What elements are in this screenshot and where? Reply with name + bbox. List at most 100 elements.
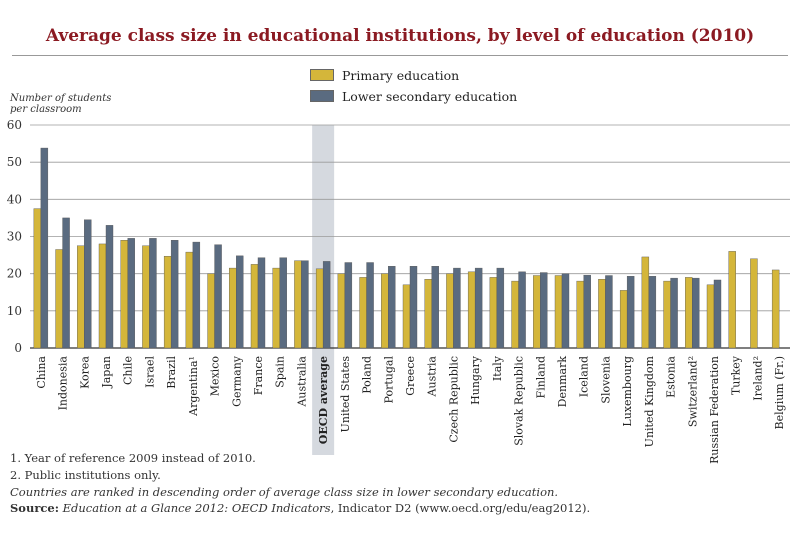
legend-item-secondary: Lower secondary education: [310, 88, 518, 104]
bar-primary: [98, 243, 107, 349]
x-tick-label: Korea: [78, 356, 91, 389]
bar-primary: [402, 284, 411, 349]
footnote-sorting: Countries are ranked in descending order…: [10, 485, 559, 499]
x-tick-label: Austria: [426, 356, 439, 398]
bar-secondary: [605, 275, 613, 349]
legend-swatch-secondary: [310, 90, 334, 102]
bar-primary: [424, 279, 432, 349]
bar-primary: [315, 268, 324, 349]
chart-title: Average class size in educational instit…: [45, 26, 755, 46]
x-tick-label: Slovenia: [599, 356, 612, 404]
bar-primary: [511, 280, 519, 349]
x-tick-label: Argentina¹: [187, 356, 200, 417]
footnote-1: 1. Year of reference 2009 instead of 201…: [10, 451, 256, 465]
legend-label-primary: Primary education: [342, 67, 460, 83]
x-tick-label: Greece: [404, 356, 417, 396]
bar-secondary: [409, 266, 418, 349]
bar-secondary: [692, 277, 700, 349]
bar-primary: [750, 258, 758, 349]
bar-secondary: [713, 279, 722, 349]
bar-secondary: [236, 255, 244, 349]
x-tick-label: Germany: [230, 355, 243, 407]
x-tick-label: France: [252, 356, 265, 395]
bar-secondary: [670, 277, 678, 349]
y-tick-label-10: 10: [7, 304, 22, 318]
bar-primary: [533, 275, 541, 349]
bar-secondary: [40, 147, 49, 349]
bar-primary: [728, 251, 736, 349]
x-tick-label: Poland: [361, 356, 374, 394]
x-tick-label: China: [35, 356, 48, 389]
x-tick-label: United Kingdom: [643, 355, 656, 447]
y-axis-label-line1: Number of students: [10, 93, 112, 104]
x-tick-label: Estonia: [665, 356, 678, 398]
bar-primary: [685, 277, 693, 349]
source-label: Source:: [10, 501, 59, 515]
bar-secondary: [648, 276, 657, 349]
y-axis-label: Number of students per classroom: [10, 93, 130, 115]
bar-secondary: [127, 238, 135, 349]
x-tick-label: United States: [339, 356, 352, 433]
x-tick-label: Hungary: [469, 355, 482, 405]
bar-secondary: [540, 272, 548, 349]
x-tick-label: Brazil: [165, 356, 178, 389]
x-tick-label: Portugal: [382, 356, 395, 404]
bar-secondary: [561, 273, 570, 349]
bar-primary: [77, 245, 85, 349]
bar-primary: [359, 277, 367, 349]
x-tick-label: Slovak Republic: [513, 356, 526, 446]
bar-primary: [207, 273, 215, 349]
bar-secondary: [496, 267, 505, 349]
x-tick-label: Italy: [491, 355, 504, 381]
bar-primary: [337, 273, 346, 349]
bar-primary: [446, 273, 454, 349]
x-tick-label: OECD average: [317, 356, 330, 444]
bar-primary: [467, 271, 476, 349]
bar-primary: [142, 245, 150, 349]
x-tick-label: Denmark: [556, 356, 569, 408]
bar-primary: [489, 277, 498, 349]
bar-primary: [598, 279, 606, 349]
bar-primary: [641, 256, 650, 349]
bar-secondary: [84, 219, 92, 349]
y-tick-label-30: 30: [7, 230, 22, 244]
x-tick-label: Belgium (Fr.): [773, 356, 786, 429]
x-tick-label: Turkey: [730, 355, 743, 395]
source-publication: Education at a Glance 2012: OECD Indicat…: [62, 501, 331, 515]
x-tick-label: Czech Republic: [447, 356, 460, 443]
y-tick-label-60: 60: [7, 118, 22, 132]
x-tick-label: Ireland²: [751, 356, 764, 401]
y-tick-label-40: 40: [7, 192, 22, 206]
bar-secondary: [192, 241, 201, 349]
x-tick-label: Japan: [100, 356, 113, 389]
legend-item-primary: Primary education: [310, 67, 460, 83]
bar-primary: [33, 208, 42, 349]
x-tick-label: Australia: [295, 356, 308, 408]
bar-primary: [55, 249, 63, 349]
bar-primary: [294, 260, 302, 349]
bar-primary: [120, 240, 128, 349]
x-tick-label: Israel: [143, 356, 156, 388]
bar-primary: [272, 267, 280, 349]
x-tick-label: Indonesia: [57, 356, 70, 411]
bar-secondary: [583, 274, 591, 349]
bar-secondary: [518, 271, 526, 349]
bar-secondary: [170, 240, 179, 349]
bar-secondary: [322, 261, 331, 349]
bar-secondary: [366, 262, 374, 349]
y-tick-label-20: 20: [7, 267, 22, 281]
y-tick-label-50: 50: [7, 155, 22, 169]
bar-secondary: [279, 257, 287, 349]
bar-primary: [771, 269, 780, 349]
bar-secondary: [474, 267, 483, 349]
bar-primary: [185, 251, 194, 349]
bar-primary: [663, 280, 671, 349]
x-tick-label: Finland: [534, 356, 547, 398]
bar-secondary: [388, 266, 396, 349]
legend-label-secondary: Lower secondary education: [342, 88, 518, 104]
bar-primary: [250, 264, 259, 349]
bar-primary: [163, 255, 172, 349]
x-tick-label: Iceland: [578, 356, 591, 397]
x-tick-label: Luxembourg: [621, 356, 634, 427]
